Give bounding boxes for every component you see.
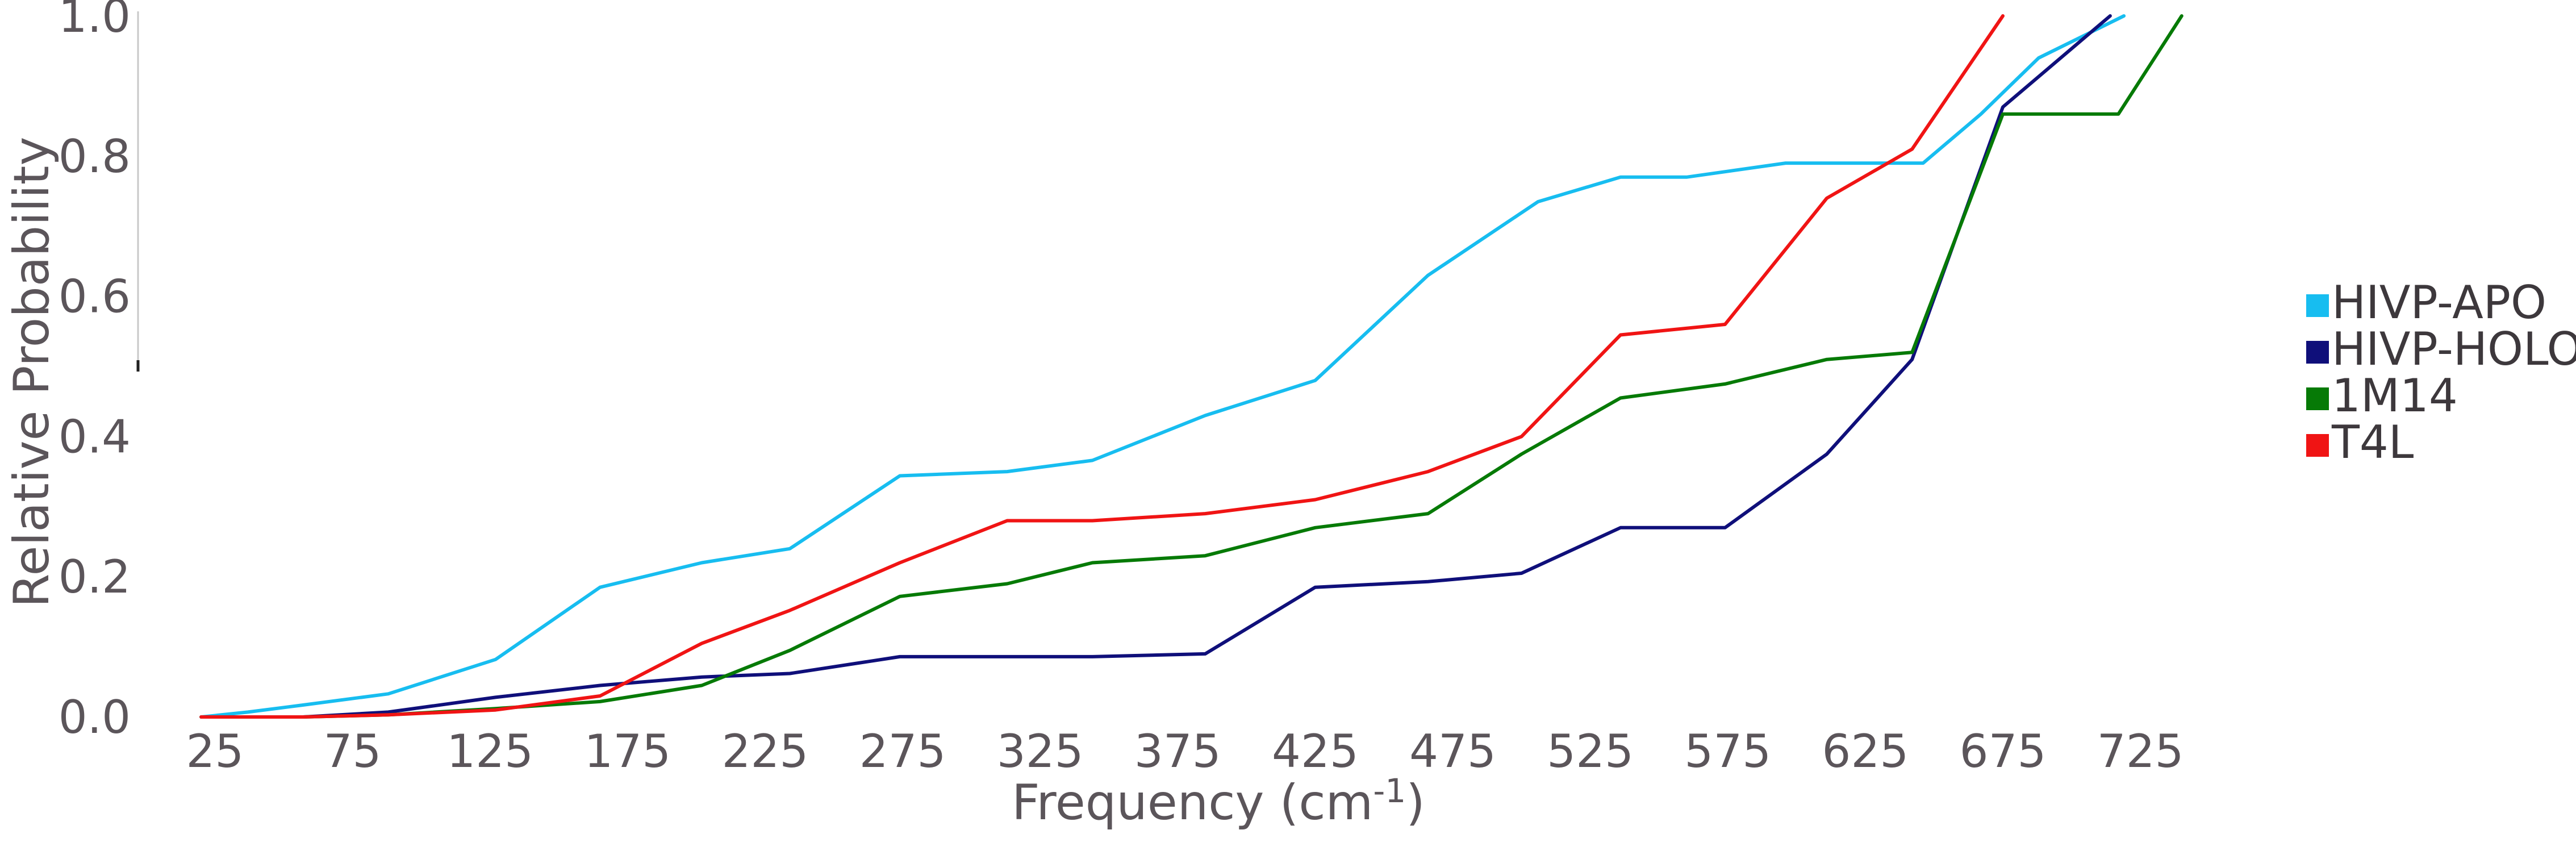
x-tick-label: 25 [186, 725, 244, 778]
series-line-hivp-apo [199, 14, 2126, 719]
x-tick-label: 575 [1684, 725, 1771, 778]
y-tick-label: 1.0 [59, 0, 131, 43]
series-line-1m14 [199, 14, 2183, 719]
series-lines [199, 14, 2183, 719]
x-tick-label: 275 [859, 725, 946, 778]
legend-swatch-hivp-holo [2306, 341, 2329, 364]
legend-swatch-1m14 [2306, 387, 2329, 410]
legend-label: HIVP-APO [2332, 276, 2546, 329]
legend-swatch-t4l [2306, 434, 2329, 457]
x-axis-title: Frequency (cm-1) [1012, 772, 1425, 831]
y-axis-ticks: 0.0 0.2 0.4 0.6 0.8 1.0 [59, 0, 131, 744]
x-tick-label: 425 [1272, 725, 1359, 778]
legend-label: HIVP-HOLO [2332, 323, 2576, 376]
legend-label: T4L [2331, 416, 2414, 469]
x-tick-label: 75 [324, 725, 382, 778]
y-tick-label: 0.6 [59, 270, 131, 323]
x-tick-label: 125 [446, 725, 533, 778]
x-tick-label: 675 [1960, 725, 2047, 778]
y-tick-label: 0.4 [59, 410, 131, 463]
legend-label: 1M14 [2332, 369, 2458, 422]
x-tick-label: 375 [1134, 725, 1221, 778]
y-axis-title: Relative Probability [3, 137, 60, 608]
series-line-hivp-holo [199, 14, 2112, 719]
x-tick-label: 625 [1822, 725, 1909, 778]
y-tick-label: 0.8 [59, 130, 131, 183]
x-tick-label: 475 [1409, 725, 1496, 778]
x-tick-label: 725 [2097, 725, 2184, 778]
x-axis-ticks: 25 75 125 175 225 275 325 375 425 475 525 575 625 675… [186, 725, 2184, 778]
x-tick-label: 325 [997, 725, 1084, 778]
legend-swatch-hivp-apo [2306, 294, 2329, 317]
y-tick-label: 0.0 [59, 691, 131, 744]
x-tick-label: 525 [1547, 725, 1634, 778]
series-line-t4l [199, 14, 2005, 719]
y-tick-label: 0.2 [59, 551, 131, 603]
x-tick-label: 175 [584, 725, 671, 778]
x-tick-label: 225 [722, 725, 809, 778]
